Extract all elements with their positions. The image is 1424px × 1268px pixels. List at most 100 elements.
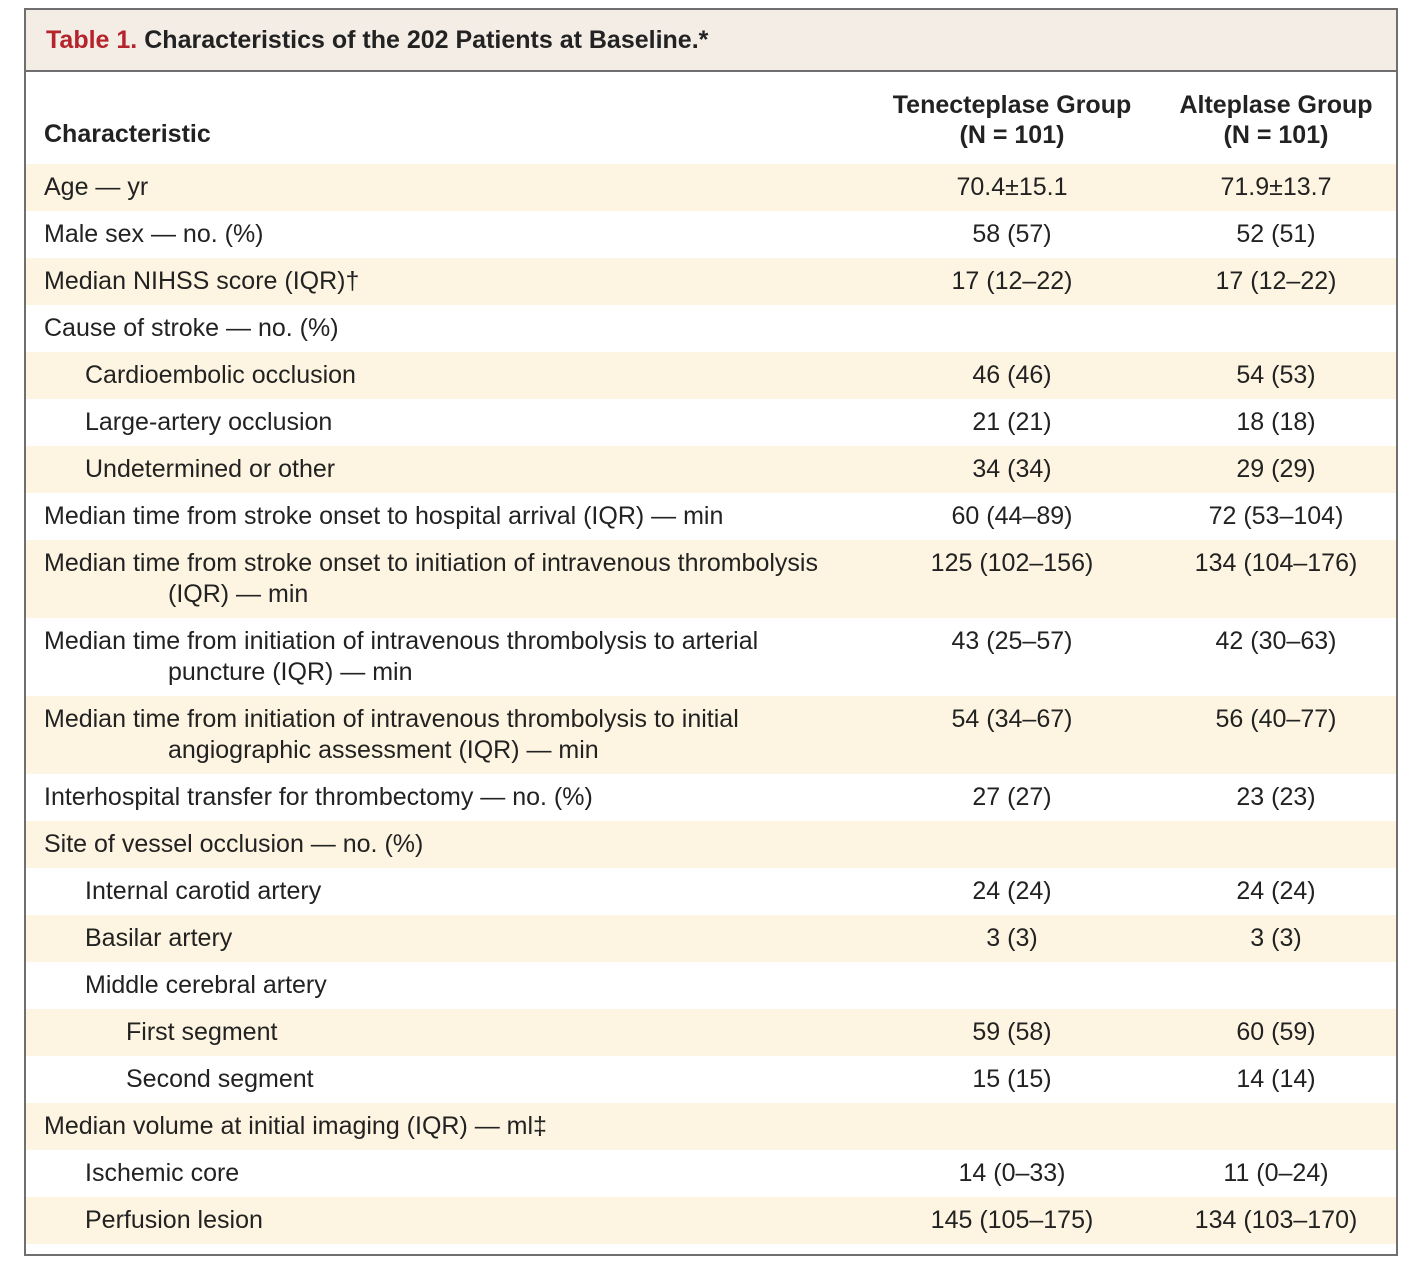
row-label: Perfusion lesion [85, 1205, 925, 1236]
row-label: Site of vessel occlusion — no. (%) [44, 829, 884, 860]
row-label-text: Median time from stroke onset to initiat… [44, 549, 818, 577]
alteplase-value: 72 (53–104) [1208, 502, 1344, 530]
row-label-continuation: angiographic assessment (IQR) — min [168, 736, 599, 764]
table-caption: Characteristics of the 202 Patients at B… [144, 25, 709, 54]
table-row: Interhospital transfer for thrombectomy … [26, 774, 1396, 821]
alteplase-value: 23 (23) [1236, 783, 1316, 811]
row-label-text: Middle cerebral artery [85, 971, 327, 999]
row-label-continuation: puncture (IQR) — min [168, 658, 413, 686]
row-label: Median time from initiation of intraveno… [44, 704, 884, 766]
row-label-text: Ischemic core [85, 1159, 240, 1187]
row-label-text: Basilar artery [85, 924, 233, 952]
row-label: First segment [126, 1017, 966, 1048]
tenecteplase-value: 58 (57) [972, 220, 1052, 248]
column-header-alteplase-name: Alteplase Group [1179, 91, 1373, 119]
row-label-text: Median time from initiation of intraveno… [44, 705, 739, 733]
row-label: Internal carotid artery [85, 876, 925, 907]
tenecteplase-value: 21 (21) [972, 408, 1052, 436]
row-label: Male sex — no. (%) [44, 219, 884, 250]
row-label: Median NIHSS score (IQR)† [44, 266, 884, 297]
row-label-text: Age — yr [44, 173, 149, 201]
alteplase-value: 17 (12–22) [1215, 267, 1337, 295]
tenecteplase-value: 46 (46) [972, 361, 1052, 389]
row-label: Large-artery occlusion [85, 407, 925, 438]
alteplase-value: 18 (18) [1236, 408, 1316, 436]
tenecteplase-value: 70.4±15.1 [956, 173, 1068, 201]
alteplase-value: 60 (59) [1236, 1018, 1316, 1046]
alteplase-value: 29 (29) [1236, 455, 1316, 483]
row-label: Basilar artery [85, 923, 925, 954]
row-label: Median volume at initial imaging (IQR) —… [44, 1111, 884, 1142]
tenecteplase-value: 125 (102–156) [930, 549, 1094, 577]
alteplase-value: 3 (3) [1250, 924, 1302, 952]
column-header-row: Characteristic Tenecteplase Group (N = 1… [26, 72, 1396, 164]
tenecteplase-value: 17 (12–22) [951, 267, 1073, 295]
row-label: Ischemic core [85, 1158, 925, 1189]
row-label-text: Large-artery occlusion [85, 408, 333, 436]
row-label-text: Interhospital transfer for thrombectomy … [44, 783, 593, 811]
table-body: Age — yr 70.4±15.1 71.9±13.7 Male sex — no.… [26, 164, 1396, 1244]
column-header-characteristic: Characteristic [44, 120, 211, 148]
row-label: Cause of stroke — no. (%) [44, 313, 884, 344]
row-label: Middle cerebral artery [85, 970, 925, 1001]
alteplase-value: 52 (51) [1236, 220, 1316, 248]
row-label-text: Median time from stroke onset to hospita… [44, 502, 724, 530]
alteplase-value: 56 (40–77) [1215, 705, 1337, 733]
alteplase-value: 42 (30–63) [1215, 627, 1337, 655]
row-label-text: Cardioembolic occlusion [85, 361, 356, 389]
tenecteplase-value: 27 (27) [972, 783, 1052, 811]
row-label: Cardioembolic occlusion [85, 360, 925, 391]
row-label-text: Cause of stroke — no. (%) [44, 314, 339, 342]
column-header-alteplase: Alteplase Group (N = 101) [1136, 90, 1416, 150]
table-row: Median volume at initial imaging (IQR) —… [26, 1103, 1396, 1150]
table-row: Second segment 15 (15) 14 (14) [26, 1056, 1396, 1103]
column-header-alteplase-n: (N = 101) [1223, 121, 1329, 149]
table-row: Age — yr 70.4±15.1 71.9±13.7 [26, 164, 1396, 211]
table-row: First segment 59 (58) 60 (59) [26, 1009, 1396, 1056]
table-row: Basilar artery 3 (3) 3 (3) [26, 915, 1396, 962]
row-label: Undetermined or other [85, 454, 925, 485]
tenecteplase-value: 3 (3) [986, 924, 1038, 952]
tenecteplase-value: 145 (105–175) [930, 1206, 1094, 1234]
table-row: Median time from initiation of intraveno… [26, 618, 1396, 696]
table-row: Male sex — no. (%) 58 (57) 52 (51) [26, 211, 1396, 258]
tenecteplase-value: 59 (58) [972, 1018, 1052, 1046]
table-row: Middle cerebral artery [26, 962, 1396, 1009]
row-label: Median time from initiation of intraveno… [44, 626, 884, 688]
table-number: Table 1. [46, 25, 138, 54]
row-label-text: Median NIHSS score (IQR)† [44, 267, 360, 295]
column-header-tenecteplase-name: Tenecteplase Group [892, 91, 1132, 119]
alteplase-value: 11 (0–24) [1223, 1159, 1329, 1187]
column-header-tenecteplase-n: (N = 101) [959, 121, 1065, 149]
tenecteplase-value: 60 (44–89) [951, 502, 1073, 530]
table-row: Cause of stroke — no. (%) [26, 305, 1396, 352]
row-label-text: Undetermined or other [85, 455, 336, 483]
table-row: Cardioembolic occlusion 46 (46) 54 (53) [26, 352, 1396, 399]
alteplase-value: 24 (24) [1236, 877, 1316, 905]
row-label: Second segment [126, 1064, 966, 1095]
row-label-text: Internal carotid artery [85, 877, 322, 905]
table-row: Median time from stroke onset to hospita… [26, 493, 1396, 540]
alteplase-value: 54 (53) [1236, 361, 1316, 389]
row-label: Interhospital transfer for thrombectomy … [44, 782, 884, 813]
row-label-text: Median volume at initial imaging (IQR) —… [44, 1112, 547, 1140]
tenecteplase-value: 14 (0–33) [958, 1159, 1066, 1187]
tenecteplase-value: 43 (25–57) [951, 627, 1073, 655]
row-label-text: First segment [126, 1018, 278, 1046]
tenecteplase-value: 54 (34–67) [951, 705, 1073, 733]
row-label-text: Site of vessel occlusion — no. (%) [44, 830, 424, 858]
row-label: Median time from stroke onset to initiat… [44, 548, 884, 610]
table-frame: Table 1. Characteristics of the 202 Pati… [24, 8, 1398, 1256]
table-row: Site of vessel occlusion — no. (%) [26, 821, 1396, 868]
table-row: Median time from stroke onset to initiat… [26, 540, 1396, 618]
table-title: Table 1. Characteristics of the 202 Pati… [26, 10, 1396, 72]
row-label-text: Male sex — no. (%) [44, 220, 264, 248]
table-row: Median NIHSS score (IQR)† 17 (12–22) 17 (1… [26, 258, 1396, 305]
alteplase-value: 134 (104–176) [1194, 549, 1358, 577]
column-header-tenecteplase: Tenecteplase Group (N = 101) [872, 90, 1152, 150]
tenecteplase-value: 34 (34) [972, 455, 1052, 483]
row-label-text: Perfusion lesion [85, 1206, 263, 1234]
table-row: Perfusion lesion 145 (105–175) 134 (103–17… [26, 1197, 1396, 1244]
alteplase-value: 134 (103–170) [1194, 1206, 1358, 1234]
row-label: Age — yr [44, 172, 884, 203]
